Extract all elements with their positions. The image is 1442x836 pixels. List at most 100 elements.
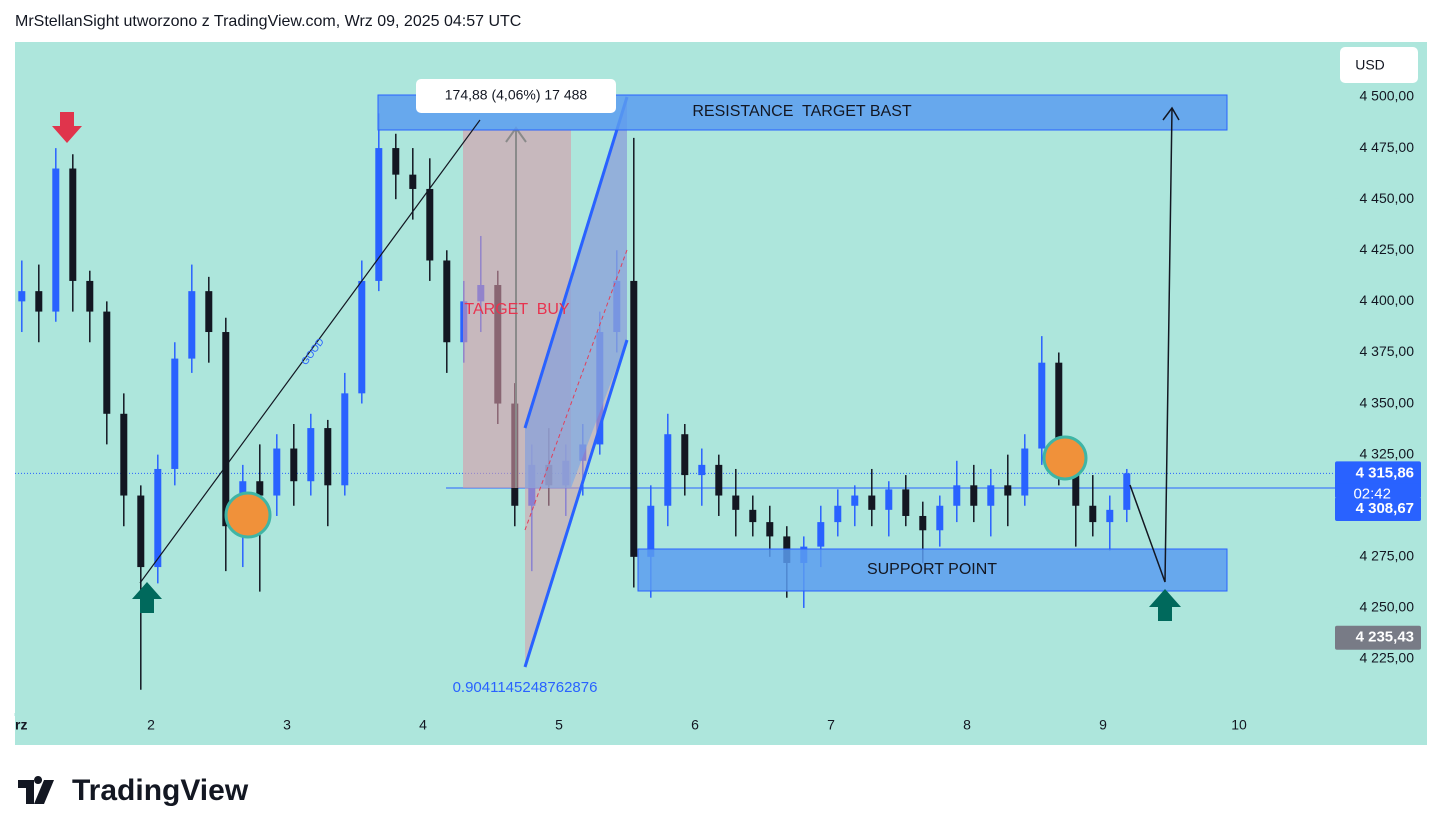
y-tick-label: 4 275,00 (1360, 548, 1415, 564)
y-tick-label: 4 400,00 (1360, 292, 1415, 308)
candle-body (222, 332, 230, 527)
x-tick-label: rz (15, 717, 27, 733)
projection-line (1129, 107, 1173, 583)
candle-body (86, 280, 94, 312)
price-label-box (1335, 461, 1421, 486)
candle-body (885, 489, 893, 510)
trend-line (139, 119, 481, 584)
candle-body (647, 505, 655, 557)
candle-body (868, 495, 876, 510)
candle-body (358, 280, 366, 394)
price-label: 4 308,67 (1356, 500, 1414, 517)
candle-body (171, 358, 179, 469)
measure-tooltip (416, 79, 616, 113)
candle-body (1123, 473, 1131, 510)
candle-body (749, 509, 757, 523)
candle-body (1106, 509, 1114, 523)
price-label-box (1335, 483, 1421, 498)
channel-line (523, 339, 629, 668)
x-tick-label: 4 (419, 717, 427, 733)
x-tick-label: 2 (147, 717, 155, 733)
logo-text: TradingView (72, 774, 249, 807)
x-tick-label: 9 (1099, 717, 1107, 733)
candle-body (69, 168, 77, 281)
currency-label[interactable]: USD (1355, 57, 1385, 73)
candle-body (1089, 505, 1097, 523)
candle-body (205, 291, 213, 333)
channel-line (523, 96, 629, 429)
currency-box[interactable] (1340, 47, 1418, 83)
y-tick-label: 4 450,00 (1360, 190, 1415, 206)
sell-arrow (52, 112, 82, 143)
x-tick-label: 8 (963, 717, 971, 733)
candle-body (443, 260, 451, 343)
candle-body (35, 291, 43, 312)
candle-body (103, 311, 111, 414)
candle-body (188, 291, 196, 359)
x-tick-label: 5 (555, 717, 563, 733)
buy-arrow (132, 582, 162, 613)
candle-body (52, 168, 60, 312)
candle-body (256, 481, 264, 496)
candle-body (630, 280, 638, 557)
drawings: RESISTANCE TARGET BAST SUPPORT POINT TAR… (52, 79, 1228, 696)
candle-body (375, 148, 383, 281)
candle-body (817, 522, 825, 547)
price-axis: 4 225,004 250,004 275,004 300,004 325,00… (14, 88, 1421, 733)
candle-body (1021, 448, 1029, 496)
candle-body (137, 495, 145, 568)
candle-body (987, 485, 995, 506)
candle-body (154, 468, 162, 568)
y-tick-label: 4 425,00 (1360, 241, 1415, 257)
chart-background (15, 42, 1427, 745)
candle-body (273, 448, 281, 496)
candle-body (324, 428, 332, 486)
y-tick-label: 4 375,00 (1360, 343, 1415, 359)
support-zone (637, 548, 1228, 592)
ratio-label: 0.9041145248762876 (453, 679, 598, 696)
x-tick-label: 6 (691, 717, 699, 733)
price-label: 4 315,86 (1356, 464, 1414, 481)
projection-arrowhead (1162, 106, 1180, 121)
x-tick-label: 10 (1231, 717, 1247, 733)
candle-body (919, 515, 927, 531)
candle-body (834, 505, 842, 523)
y-tick-label: 4 500,00 (1360, 88, 1415, 104)
candle-body (715, 464, 723, 496)
candle-body (18, 291, 26, 302)
candle-body (953, 485, 961, 506)
x-tick-label: 7 (827, 717, 835, 733)
price-label: 4 235,43 (1356, 629, 1414, 646)
candle-body (426, 188, 434, 261)
candle-body (290, 448, 298, 482)
candle-body (409, 174, 417, 189)
candle-body (1072, 468, 1080, 506)
x-tick-label: 3 (283, 717, 291, 733)
resistance-label: RESISTANCE TARGET BAST (692, 103, 912, 120)
channel-fill-upper (525, 97, 627, 488)
price-countdown: 02:42 (1353, 485, 1391, 502)
header-title: MrStellanSight utworzono z TradingView.c… (15, 13, 521, 30)
marker-circle (1042, 435, 1088, 481)
measure-label: 174,88 (4,06%) 17 488 (445, 87, 588, 103)
candle-body (902, 489, 910, 516)
logo: TradingView (18, 774, 249, 807)
y-tick-label: 4 250,00 (1360, 599, 1415, 615)
candle-body (664, 434, 672, 506)
candle-body (851, 495, 859, 506)
target-label: TARGET BUY (464, 301, 570, 318)
candle-body (681, 434, 689, 476)
y-tick-label: 4 350,00 (1360, 394, 1415, 410)
channel-mid (524, 249, 628, 531)
candle-body (766, 522, 774, 537)
support-label: SUPPORT POINT (867, 561, 997, 578)
candle-body (392, 148, 400, 175)
candle-body (698, 464, 706, 476)
y-tick-label: 4 225,00 (1360, 650, 1415, 666)
candle-body (732, 495, 740, 510)
y-tick-label: 4 475,00 (1360, 139, 1415, 155)
candle-body (120, 413, 128, 496)
marker-circle (224, 491, 272, 539)
y-tick-label: 4 325,00 (1360, 445, 1415, 461)
